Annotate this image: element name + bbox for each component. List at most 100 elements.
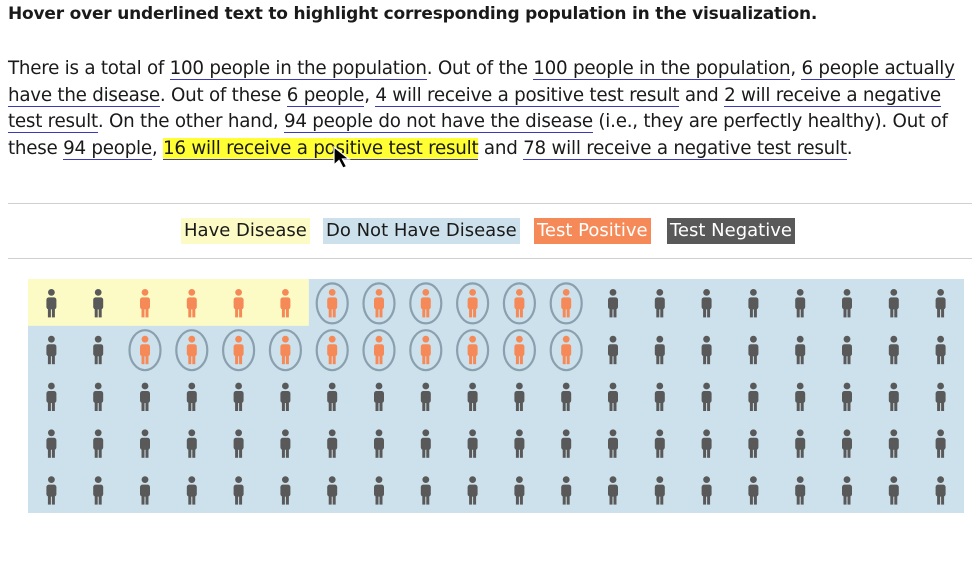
paragraph-text: . Out of the (426, 58, 534, 79)
legend-have-disease: Have Disease (181, 218, 310, 244)
person-icon (561, 382, 572, 411)
person-icon (46, 382, 57, 411)
person-icon (654, 382, 665, 411)
person-icon (467, 476, 478, 505)
person-icon (140, 429, 150, 458)
person-icon (748, 382, 759, 411)
person-icon (315, 282, 349, 325)
person-icon (233, 382, 244, 411)
instruction-text: Hover over underlined text to highlight … (8, 4, 818, 24)
person-icon (502, 282, 536, 325)
person-icon (654, 335, 665, 365)
paragraph-text: and (679, 84, 725, 106)
link-2-negative[interactable]: 2 will receive a negative test result (8, 84, 941, 134)
link-4-positive[interactable]: 4 will receive a positive test result (375, 84, 680, 107)
link-6-have-disease[interactable]: 6 people actually have the disease (8, 58, 955, 107)
person-icon (935, 382, 946, 411)
person-icon (467, 429, 478, 458)
person-icon (888, 476, 899, 505)
person-icon (186, 429, 197, 458)
person-icon (420, 476, 431, 505)
paragraph-text: There is a total of (8, 58, 170, 79)
person-icon (233, 429, 244, 458)
person-icon (93, 429, 104, 458)
person-icon (654, 429, 665, 458)
person-icon (701, 429, 712, 458)
person-icon (502, 329, 536, 372)
person-icon (795, 429, 806, 458)
person-icon (420, 429, 431, 458)
person-icon (175, 329, 209, 372)
person-icon (374, 382, 384, 411)
person-icon (280, 382, 291, 411)
person-icon (327, 382, 338, 411)
person-icon (409, 329, 443, 372)
person-icon (608, 289, 618, 318)
person-icon (280, 289, 291, 318)
person-icon (842, 335, 852, 365)
person-icon (186, 382, 197, 411)
divider-bottom (8, 258, 972, 259)
person-icon (549, 329, 583, 372)
mouse-cursor-icon (333, 146, 351, 169)
person-icon (93, 289, 104, 318)
person-icon (140, 476, 150, 505)
person-icon (362, 329, 396, 372)
person-icon (456, 282, 490, 325)
person-icon (280, 429, 291, 458)
person-icon (46, 289, 57, 318)
person-icon (315, 329, 349, 372)
person-icon (748, 476, 759, 505)
person-icon (128, 329, 162, 372)
legend-test-positive: Test Positive (534, 218, 651, 244)
paragraph-text: . (846, 137, 853, 159)
person-icon (561, 429, 572, 458)
person-icon (935, 335, 946, 365)
person-icon (842, 382, 852, 411)
person-icon (748, 289, 759, 318)
person-icon (514, 382, 525, 411)
person-icon (701, 289, 712, 318)
paragraph-text: , (790, 58, 802, 79)
person-icon (549, 282, 583, 325)
link-100-population[interactable]: 100 people in the population (169, 58, 427, 80)
person-icon (46, 429, 57, 458)
person-icon (701, 382, 712, 411)
person-icon (467, 382, 478, 411)
person-icon (222, 329, 256, 372)
person-icon (46, 335, 57, 365)
legend: Have Disease Do Not Have Disease Test Po… (0, 218, 980, 244)
person-icon (514, 476, 525, 505)
link-16-positive[interactable]: 16 will receive a positive test result (163, 137, 479, 160)
person-icon (362, 282, 396, 325)
person-icon (409, 282, 443, 325)
link-6-people[interactable]: 6 people (286, 84, 365, 107)
person-icon (514, 429, 525, 458)
person-icon (842, 289, 852, 318)
link-100-population-2[interactable]: 100 people in the population (533, 58, 791, 80)
person-icon (140, 382, 150, 411)
person-icon (93, 335, 104, 365)
person-icon (935, 476, 946, 505)
paragraph-text: . On the other hand, (97, 111, 284, 133)
person-icon (93, 382, 104, 411)
divider-top (8, 203, 972, 204)
person-icon (888, 335, 899, 365)
person-icon (233, 289, 244, 318)
person-icon (280, 476, 291, 505)
person-icon (374, 476, 384, 505)
person-icon (186, 289, 197, 318)
person-icon (93, 476, 104, 505)
link-94-no-disease[interactable]: 94 people do not have the disease (283, 111, 593, 134)
person-icon (701, 476, 712, 505)
person-icon (795, 476, 806, 505)
person-icon (268, 329, 302, 372)
person-icon (186, 476, 197, 505)
person-icon (842, 476, 852, 505)
person-icon (456, 329, 490, 372)
person-icon (327, 476, 338, 505)
person-icon (608, 335, 618, 365)
link-94-people[interactable]: 94 people (63, 137, 152, 160)
link-78-negative[interactable]: 78 will receive a negative test result (523, 137, 847, 160)
person-icon (935, 289, 946, 318)
